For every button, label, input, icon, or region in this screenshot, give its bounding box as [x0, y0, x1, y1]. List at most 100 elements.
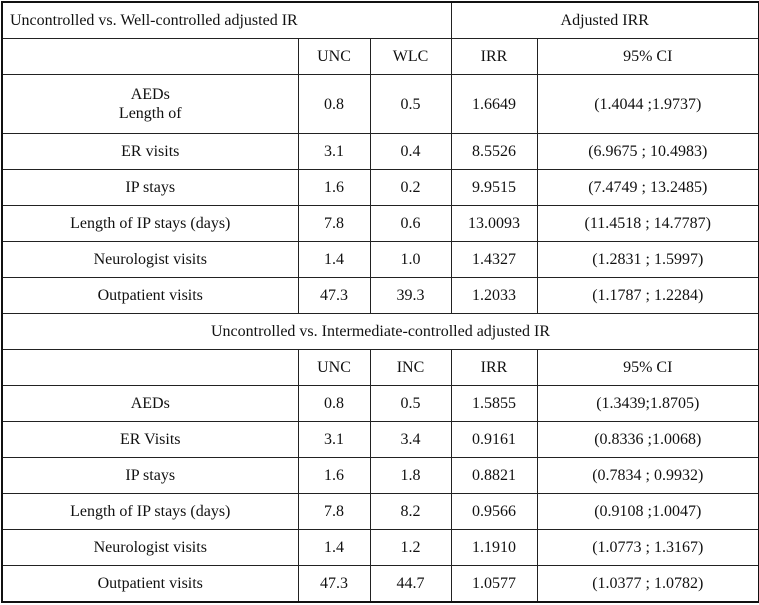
header-cell [1, 38, 299, 75]
cell: 8.5526 [450, 133, 538, 170]
row-label: Neurologist visits [1, 529, 299, 566]
data-row: AEDs Length of 0.8 0.5 1.6649 (1.4044 ;1.9737… [1, 74, 759, 134]
cell: (1.0377 ; 1.0782) [536, 565, 759, 603]
row-label-line: ER visits [121, 143, 180, 160]
header-row: UNC WLC IRR 95% CI [1, 38, 759, 75]
cell: 1.2033 [450, 277, 538, 314]
row-label-line: Length of IP stays (days) [70, 503, 231, 520]
row-label-line: ER Visits [119, 431, 181, 448]
cell: 3.4 [369, 421, 452, 458]
data-row: Length of IP stays (days) 7.8 8.2 0.9566 (0.… [1, 493, 759, 530]
row-label: AEDs Length of [1, 74, 299, 134]
row-label-line: IP stays [125, 467, 176, 484]
cell: 7.8 [297, 493, 371, 530]
data-row: Neurologist visits 1.4 1.0 1.4327 (1.2831 ; … [1, 241, 759, 278]
cell: 0.8 [297, 74, 371, 134]
cell: 1.4 [297, 529, 371, 566]
row-label: AEDs [1, 385, 299, 422]
cell: 0.9566 [450, 493, 538, 530]
cell: 47.3 [297, 565, 371, 603]
section-title-row: Uncontrolled vs. Well-controlled adjuste… [1, 1, 759, 39]
data-row: Neurologist visits 1.4 1.2 1.1910 (1.0773 ; … [1, 529, 759, 566]
data-row: Length of IP stays (days) 7.8 0.6 13.0093 (1… [1, 205, 759, 242]
header-cell: WLC [369, 38, 452, 75]
row-label-line: Length of IP stays (days) [70, 215, 231, 232]
cell: (1.0773 ; 1.3167) [536, 529, 759, 566]
cell: 1.0577 [450, 565, 538, 603]
section-title: Uncontrolled vs. Intermediate-controlled… [1, 313, 759, 350]
cell: 47.3 [297, 277, 371, 314]
row-label-line: Neurologist visits [93, 251, 207, 268]
cell: 1.4327 [450, 241, 538, 278]
row-label-line: AEDs [130, 86, 170, 103]
cell: 3.1 [297, 133, 371, 170]
cell: 0.5 [369, 74, 452, 134]
row-label-line: AEDs [130, 395, 170, 412]
cell: 1.6 [297, 169, 371, 206]
cell: 1.2 [369, 529, 452, 566]
cell: 7.8 [297, 205, 371, 242]
data-row: AEDs 0.8 0.5 1.5855 (1.3439;1.8705) [1, 385, 759, 422]
row-label: Outpatient visits [1, 277, 299, 314]
row-label-line: Outpatient visits [97, 287, 203, 304]
header-cell: INC [369, 349, 452, 386]
row-label: Length of IP stays (days) [1, 493, 299, 530]
header-cell [1, 349, 299, 386]
data-row: ER Visits 3.1 3.4 0.9161 (0.8336 ;1.0068) [1, 421, 759, 458]
cell: (6.9675 ; 10.4983) [536, 133, 759, 170]
cell: 44.7 [369, 565, 452, 603]
cell: 1.4 [297, 241, 371, 278]
header-cell: UNC [297, 38, 371, 75]
row-label: ER visits [1, 133, 299, 170]
section-title-row: Uncontrolled vs. Intermediate-controlled… [1, 313, 759, 350]
data-row: Outpatient visits 47.3 39.3 1.2033 (1.1787 ;… [1, 277, 759, 314]
cell: 0.9161 [450, 421, 538, 458]
cell: 0.8821 [450, 457, 538, 494]
cell: 13.0093 [450, 205, 538, 242]
row-label: Outpatient visits [1, 565, 299, 603]
cell: 8.2 [369, 493, 452, 530]
row-label: Length of IP stays (days) [1, 205, 299, 242]
data-row: IP stays 1.6 0.2 9.9515 (7.4749 ; 13.2485) [1, 169, 759, 206]
row-label: IP stays [1, 457, 299, 494]
cell: 9.9515 [450, 169, 538, 206]
row-label-line: Length of [118, 105, 182, 122]
cell: (1.4044 ;1.9737) [536, 74, 759, 134]
cell: 1.6 [297, 457, 371, 494]
cell: (0.7834 ; 0.9932) [536, 457, 759, 494]
cell: 3.1 [297, 421, 371, 458]
header-cell: IRR [450, 349, 538, 386]
header-row: UNC INC IRR 95% CI [1, 349, 759, 386]
cell: 1.1910 [450, 529, 538, 566]
cell: (7.4749 ; 13.2485) [536, 169, 759, 206]
row-label: Neurologist visits [1, 241, 299, 278]
cell: (11.4518 ; 14.7787) [536, 205, 759, 242]
cell: 1.8 [369, 457, 452, 494]
cell: 39.3 [369, 277, 452, 314]
data-row: ER visits 3.1 0.4 8.5526 (6.9675 ; 10.4983) [1, 133, 759, 170]
cell: 0.6 [369, 205, 452, 242]
cell: 0.4 [369, 133, 452, 170]
row-label-line: IP stays [125, 179, 176, 196]
row-label-line: Outpatient visits [97, 575, 203, 592]
row-label: IP stays [1, 169, 299, 206]
cell: 0.8 [297, 385, 371, 422]
cell: (1.1787 ; 1.2284) [536, 277, 759, 314]
row-label: ER Visits [1, 421, 299, 458]
cell: 1.0 [369, 241, 452, 278]
header-cell: 95% CI [536, 38, 759, 75]
section-title: Uncontrolled vs. Well-controlled adjuste… [1, 1, 452, 39]
row-label-line: Neurologist visits [93, 539, 207, 556]
cell: 1.5855 [450, 385, 538, 422]
header-cell: UNC [297, 349, 371, 386]
cell: (0.9108 ;1.0047) [536, 493, 759, 530]
cell: 0.2 [369, 169, 452, 206]
cell: 0.5 [369, 385, 452, 422]
cell: (0.8336 ;1.0068) [536, 421, 759, 458]
section-side-title: Adjusted IRR [450, 1, 759, 39]
cell: (1.3439;1.8705) [536, 385, 759, 422]
cell: (1.2831 ; 1.5997) [536, 241, 759, 278]
data-row: IP stays 1.6 1.8 0.8821 (0.7834 ; 0.9932) [1, 457, 759, 494]
